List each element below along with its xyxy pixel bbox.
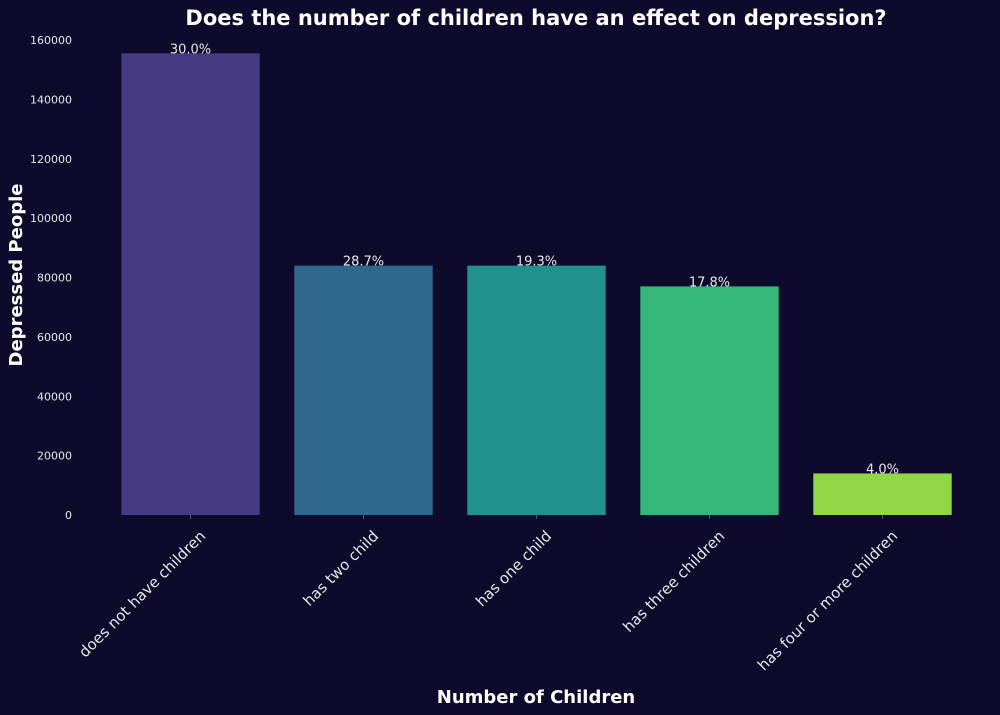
y-tick-label: 120000 — [30, 153, 72, 166]
bar — [640, 286, 779, 515]
y-tick-label: 20000 — [37, 450, 72, 463]
y-tick-label: 0 — [65, 509, 72, 522]
y-tick-label: 80000 — [37, 272, 72, 285]
bar-data-label: 28.7% — [343, 255, 384, 270]
bar-data-label: 4.0% — [866, 462, 899, 477]
y-tick-label: 140000 — [30, 93, 72, 106]
bar-data-label: 19.3% — [516, 255, 557, 270]
x-tick-label: has two child — [300, 527, 383, 610]
y-tick-label: 160000 — [30, 34, 72, 47]
y-tick-label: 100000 — [30, 212, 72, 225]
x-tick-label: does not have children — [75, 527, 209, 661]
bar — [467, 265, 606, 515]
chart-title: Does the number of children have an effe… — [185, 6, 886, 30]
bar-series — [121, 53, 952, 515]
bar — [121, 53, 260, 515]
bar — [813, 473, 952, 515]
bar-data-label: 17.8% — [689, 275, 730, 290]
x-axis-ticks: does not have children has two child has o… — [75, 515, 901, 674]
x-tick-label: has three children — [619, 527, 728, 636]
bar-data-label: 30.0% — [170, 42, 211, 57]
bar — [294, 265, 433, 515]
x-tick-label: has four or more children — [754, 527, 901, 674]
y-tick-label: 60000 — [37, 331, 72, 344]
x-axis-label: Number of Children — [437, 687, 635, 708]
y-tick-label: 40000 — [37, 390, 72, 403]
y-axis-label: Depressed People — [6, 184, 27, 367]
bar-data-labels: 30.0% 28.7% 19.3% 17.8% 4.0% — [170, 42, 899, 477]
y-axis-ticks: 0 20000 40000 60000 80000 100000 120000 140000 1… — [30, 34, 72, 522]
x-tick-label: has one child — [472, 527, 555, 610]
